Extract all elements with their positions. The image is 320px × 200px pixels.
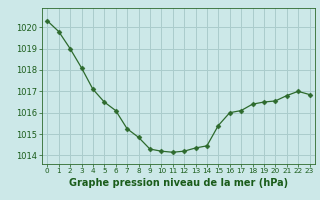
X-axis label: Graphe pression niveau de la mer (hPa): Graphe pression niveau de la mer (hPa) — [69, 178, 288, 188]
